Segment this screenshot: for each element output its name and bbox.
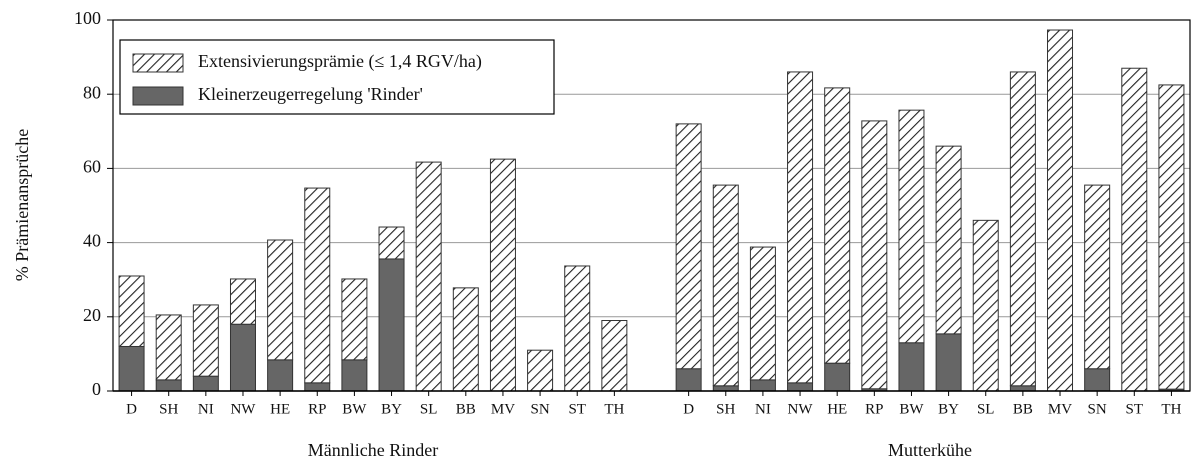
x-tick-label: MV	[1048, 401, 1072, 417]
x-tick-label: RP	[865, 401, 883, 417]
bar-segment	[824, 362, 851, 392]
legend-box	[119, 39, 555, 115]
x-tick-label: HE	[270, 401, 290, 417]
x-tick-label: NI	[755, 401, 771, 417]
x-tick-label: D	[683, 401, 694, 417]
bar-segment	[824, 87, 851, 364]
bar-segment	[452, 287, 479, 392]
bar-segment	[1158, 84, 1185, 390]
legend-swatch	[132, 53, 184, 73]
x-tick-label: BY	[938, 401, 959, 417]
y-tick-label: 100	[74, 8, 101, 28]
bar-segment	[378, 226, 405, 260]
bar-segment	[935, 145, 962, 335]
bar-segment	[192, 375, 219, 392]
y-tick-label: 40	[83, 231, 101, 251]
x-tick-label: NW	[230, 401, 256, 417]
bar-segment	[415, 161, 442, 392]
y-axis-label: % Prämienansprüche	[12, 129, 32, 281]
x-tick-label: SN	[1088, 401, 1107, 417]
x-tick-label: ST	[1126, 401, 1144, 417]
y-tick-label: 0	[92, 379, 101, 399]
bar-segment	[192, 304, 219, 377]
bar-segment	[712, 385, 739, 392]
bar-segment	[155, 314, 182, 381]
x-tick-label: NI	[198, 401, 214, 417]
bar-segment	[155, 379, 182, 392]
x-tick-label: D	[126, 401, 137, 417]
bar-segment	[304, 382, 331, 392]
bar-segment	[341, 359, 368, 392]
bar-segment	[787, 382, 814, 392]
bar-segment	[1009, 71, 1036, 387]
bar-segment	[712, 184, 739, 387]
y-tick-label: 80	[83, 82, 101, 102]
y-tick-label: 20	[83, 305, 101, 325]
x-tick-label: BW	[899, 401, 924, 417]
bar-segment	[898, 342, 925, 392]
bar-segment	[749, 246, 776, 381]
bar-segment	[527, 349, 554, 392]
bar-segment	[1121, 67, 1148, 392]
bar-segment	[267, 359, 294, 392]
legend-label: Kleinerzeugerregelung 'Rinder'	[198, 84, 423, 104]
bar-segment	[1084, 368, 1111, 392]
bar-segment	[118, 275, 145, 347]
bar-segment	[1084, 184, 1111, 370]
x-tick-label: HE	[827, 401, 847, 417]
bar-segment	[118, 345, 145, 392]
x-tick-label: TH	[1161, 401, 1181, 417]
legend-swatch	[132, 86, 184, 106]
bar-segment	[601, 320, 628, 392]
x-tick-label: TH	[604, 401, 624, 417]
x-tick-label: RP	[308, 401, 326, 417]
x-tick-label: MV	[491, 401, 515, 417]
bar-segment	[1047, 29, 1074, 392]
legend: Extensivierungsprämie (≤ 1,4 RGV/ha) Klei…	[119, 39, 555, 115]
bar-segment	[229, 323, 256, 392]
bar-segment	[341, 278, 368, 361]
bar-segment	[749, 379, 776, 392]
bar-segment	[787, 71, 814, 384]
x-tick-label: SH	[716, 401, 735, 417]
bar-segment	[675, 123, 702, 370]
bar-segment	[229, 278, 256, 325]
x-tick-label: BB	[456, 401, 476, 417]
y-tick-label: 60	[83, 157, 101, 177]
bar-segment	[935, 333, 962, 392]
bar-segment	[675, 368, 702, 392]
x-tick-label: SH	[159, 401, 178, 417]
x-tick-label: SL	[977, 401, 995, 417]
x-tick-label: ST	[568, 401, 586, 417]
bar-segment	[267, 239, 294, 361]
x-tick-label: BY	[381, 401, 402, 417]
x-tick-label: BW	[342, 401, 367, 417]
group-label: Männliche Rinder	[308, 440, 438, 460]
bar-segment	[861, 120, 888, 390]
bar-segment	[898, 109, 925, 344]
legend-label: Extensivierungsprämie (≤ 1,4 RGV/ha)	[198, 51, 482, 72]
bar-segment	[304, 187, 331, 384]
x-tick-label: NW	[788, 401, 814, 417]
x-tick-label: SN	[530, 401, 549, 417]
bar-segment	[489, 158, 516, 392]
bar-segment	[378, 258, 405, 392]
group-label: Mutterkühe	[888, 440, 972, 460]
bar-segment	[564, 265, 591, 392]
x-tick-label: BB	[1013, 401, 1033, 417]
bar-segment	[972, 219, 999, 392]
x-tick-label: SL	[420, 401, 438, 417]
bar-segment	[1009, 385, 1036, 392]
